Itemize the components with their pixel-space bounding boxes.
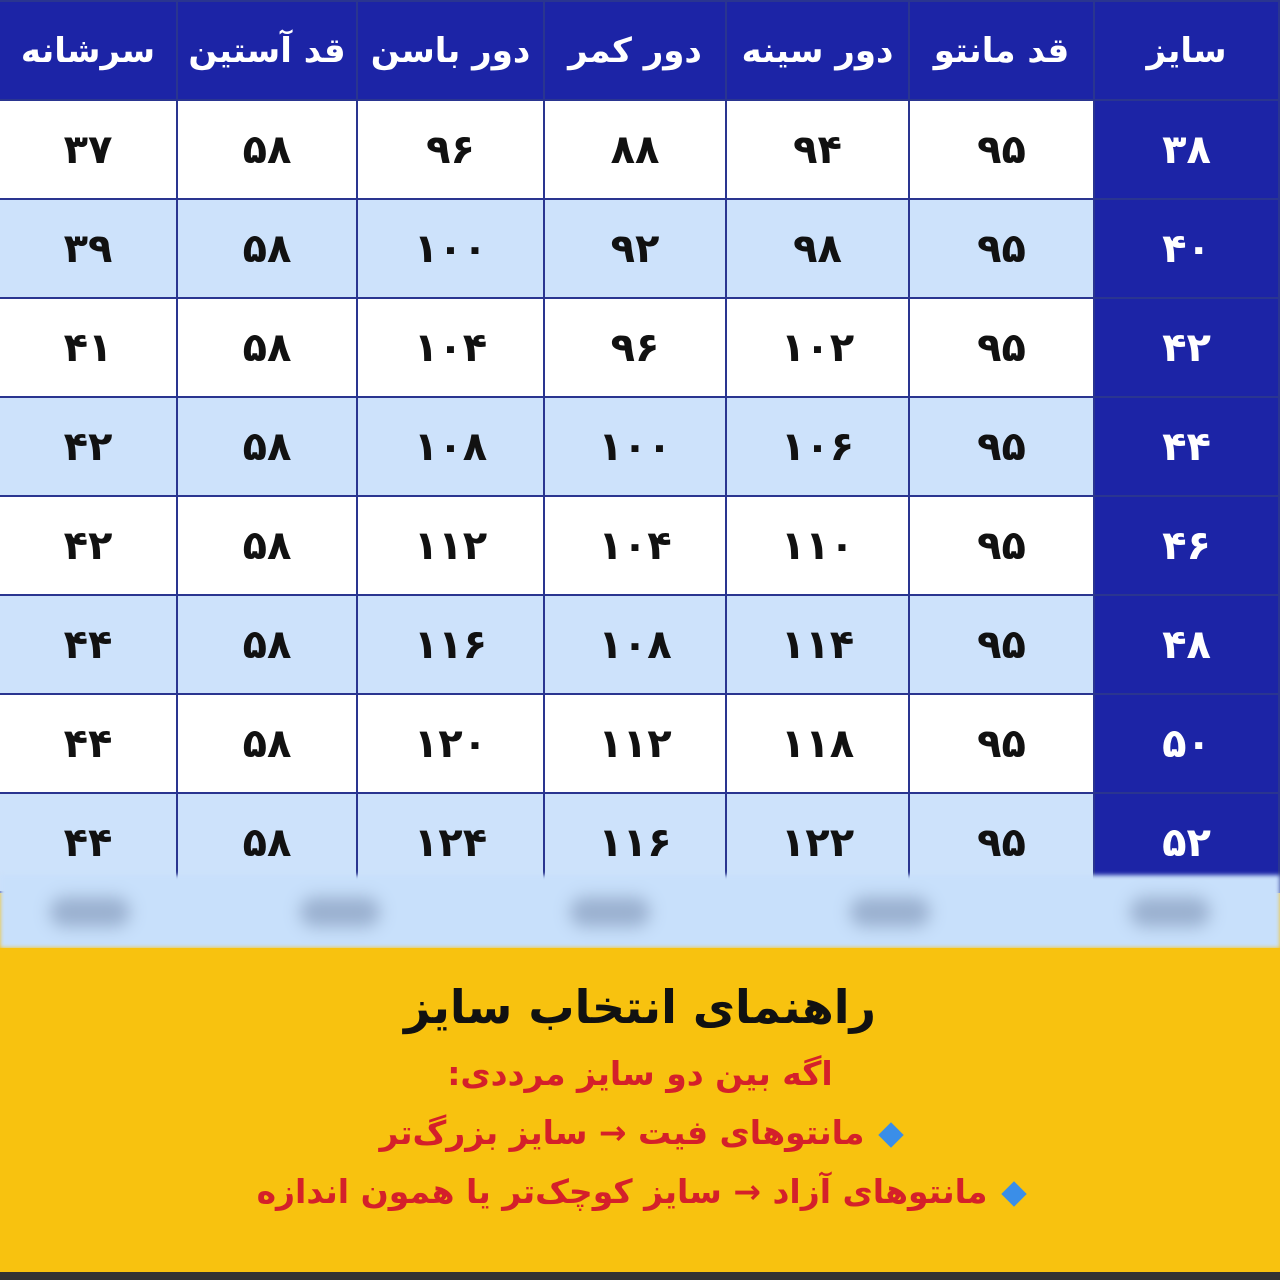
table-cell: ۸۸ bbox=[543, 99, 727, 200]
table-row: ۴۰ ۹۵ ۹۸ ۹۲ ۱۰۰ ۵۸ ۳۹ bbox=[0, 198, 1280, 299]
table-cell: ۹۸ bbox=[725, 198, 910, 299]
table-cell: ۵۸ bbox=[176, 198, 358, 299]
table-row: ۳۸ ۹۵ ۹۴ ۸۸ ۹۶ ۵۸ ۳۷ bbox=[0, 99, 1280, 200]
table-cell: ۹۵ bbox=[908, 594, 1095, 695]
table-cell: ۵۸ bbox=[176, 396, 358, 497]
table-cell: ۱۱۶ bbox=[356, 594, 545, 695]
table-cell: ۵۸ bbox=[176, 594, 358, 695]
table-row: ۴۲ ۹۵ ۱۰۲ ۹۶ ۱۰۴ ۵۸ ۴۱ bbox=[0, 297, 1280, 398]
table-cell: ۵۸ bbox=[176, 693, 358, 794]
column-header: دور کمر bbox=[543, 0, 727, 101]
table-cell: ۱۱۲ bbox=[356, 495, 545, 596]
table-cell: ۱۰۰ bbox=[543, 396, 727, 497]
table-cell: ۹۵ bbox=[908, 693, 1095, 794]
table-cell: ۱۱۸ bbox=[725, 693, 910, 794]
table-header-row: سایز قد مانتو دور سینه دور کمر دور باسن قد آس… bbox=[0, 0, 1280, 101]
table-cell: ۵۸ bbox=[176, 495, 358, 596]
size-cell: ۴۴ bbox=[1093, 396, 1280, 497]
column-header: دور سینه bbox=[725, 0, 910, 101]
table-cell: ۴۴ bbox=[0, 693, 178, 794]
size-cell: ۴۸ bbox=[1093, 594, 1280, 695]
table-row: ۴۴ ۹۵ ۱۰۶ ۱۰۰ ۱۰۸ ۵۸ ۴۲ bbox=[0, 396, 1280, 497]
table-cell: ۹۵ bbox=[908, 297, 1095, 398]
table-cell: ۱۰۸ bbox=[356, 396, 545, 497]
table-cell: ۱۰۶ bbox=[725, 396, 910, 497]
table-cell: ۴۱ bbox=[0, 297, 178, 398]
guide-intro: اگه بین دو سایز مرددی: bbox=[447, 1054, 833, 1093]
table-cell: ۱۰۲ bbox=[725, 297, 910, 398]
guide-tip: مانتوهای آزاد → سایز کوچک‌تر یا همون اند… bbox=[0, 1172, 1280, 1211]
size-cell: ۳۸ bbox=[1093, 99, 1280, 200]
table-cell: ۹۲ bbox=[543, 198, 727, 299]
table-row: ۴۸ ۹۵ ۱۱۴ ۱۰۸ ۱۱۶ ۵۸ ۴۴ bbox=[0, 594, 1280, 695]
column-header: قد آستین bbox=[176, 0, 358, 101]
bottom-border bbox=[0, 1272, 1280, 1280]
guide-title: راهنمای انتخاب سایز bbox=[403, 980, 877, 1034]
table-cell: ۱۰۴ bbox=[543, 495, 727, 596]
column-header: قد مانتو bbox=[908, 0, 1095, 101]
table-cell: ۱۲۰ bbox=[356, 693, 545, 794]
table-cell: ۳۷ bbox=[0, 99, 178, 200]
size-table: سایز قد مانتو دور سینه دور کمر دور باسن قد آس… bbox=[0, 0, 1280, 893]
guide-tip-text: مانتوهای آزاد → سایز کوچک‌تر یا همون اند… bbox=[256, 1172, 988, 1211]
table-cell: ۱۰۴ bbox=[356, 297, 545, 398]
table-cell: ۹۵ bbox=[908, 495, 1095, 596]
table-cell: ۹۵ bbox=[908, 198, 1095, 299]
table-cell: ۱۰۰ bbox=[356, 198, 545, 299]
size-guide: راهنمای انتخاب سایز اگه بین دو سایز مردد… bbox=[0, 948, 1280, 1272]
column-header: سرشانه bbox=[0, 0, 178, 101]
blurred-row bbox=[0, 875, 1280, 948]
table-cell: ۴۲ bbox=[0, 396, 178, 497]
column-header: سایز bbox=[1093, 0, 1280, 101]
table-cell: ۴۲ bbox=[0, 495, 178, 596]
table-row: ۵۰ ۹۵ ۱۱۸ ۱۱۲ ۱۲۰ ۵۸ ۴۴ bbox=[0, 693, 1280, 794]
table-cell: ۱۱۴ bbox=[725, 594, 910, 695]
table-cell: ۹۶ bbox=[543, 297, 727, 398]
table-cell: ۹۴ bbox=[725, 99, 910, 200]
table-cell: ۱۱۰ bbox=[725, 495, 910, 596]
table-row: ۴۶ ۹۵ ۱۱۰ ۱۰۴ ۱۱۲ ۵۸ ۴۲ bbox=[0, 495, 1280, 596]
table-cell: ۹۶ bbox=[356, 99, 545, 200]
size-cell: ۴۲ bbox=[1093, 297, 1280, 398]
size-cell: ۴۶ bbox=[1093, 495, 1280, 596]
table-cell: ۳۹ bbox=[0, 198, 178, 299]
table-cell: ۹۵ bbox=[908, 396, 1095, 497]
table-cell: ۵۸ bbox=[176, 99, 358, 200]
column-header: دور باسن bbox=[356, 0, 545, 101]
size-cell: ۵۰ bbox=[1093, 693, 1280, 794]
blue-diamond-icon bbox=[1001, 1180, 1028, 1207]
table-cell: ۹۵ bbox=[908, 99, 1095, 200]
blue-diamond-icon bbox=[878, 1121, 905, 1148]
table-cell: ۵۸ bbox=[176, 297, 358, 398]
guide-tip: مانتوهای فیت → سایز بزرگ‌تر bbox=[0, 1113, 1280, 1152]
size-cell: ۴۰ bbox=[1093, 198, 1280, 299]
size-chart: سایز قد مانتو دور سینه دور کمر دور باسن قد آس… bbox=[0, 0, 1280, 893]
guide-tip-text: مانتوهای فیت → سایز بزرگ‌تر bbox=[379, 1113, 865, 1152]
table-cell: ۱۰۸ bbox=[543, 594, 727, 695]
table-cell: ۴۴ bbox=[0, 594, 178, 695]
table-cell: ۱۱۲ bbox=[543, 693, 727, 794]
